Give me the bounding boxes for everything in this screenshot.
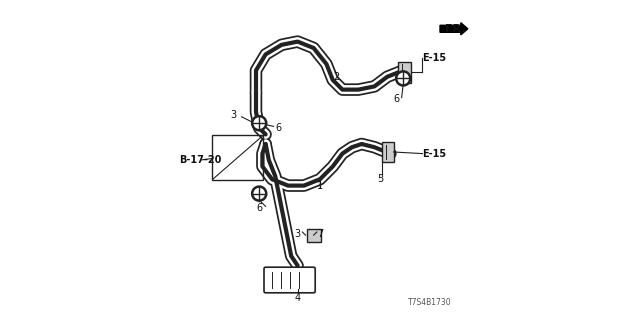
Text: E-15: E-15 bbox=[422, 52, 447, 63]
Text: 6: 6 bbox=[394, 94, 400, 104]
Text: 1: 1 bbox=[317, 180, 323, 191]
Text: FR.: FR. bbox=[445, 24, 465, 34]
FancyBboxPatch shape bbox=[398, 62, 412, 83]
Text: 6: 6 bbox=[256, 203, 262, 213]
Text: B-17-20: B-17-20 bbox=[179, 155, 221, 165]
FancyBboxPatch shape bbox=[381, 142, 394, 162]
Text: 3: 3 bbox=[294, 228, 301, 239]
Text: 3: 3 bbox=[230, 110, 237, 120]
Text: 7: 7 bbox=[317, 228, 323, 239]
Circle shape bbox=[252, 116, 266, 130]
Text: 2: 2 bbox=[333, 72, 339, 82]
FancyBboxPatch shape bbox=[307, 229, 321, 242]
Text: T7S4B1730: T7S4B1730 bbox=[408, 298, 451, 307]
Text: 5: 5 bbox=[378, 174, 384, 184]
Circle shape bbox=[396, 71, 410, 85]
Text: E-15: E-15 bbox=[422, 148, 447, 159]
FancyArrow shape bbox=[440, 23, 468, 35]
Text: 4: 4 bbox=[294, 292, 301, 303]
Text: 6: 6 bbox=[275, 123, 282, 133]
FancyBboxPatch shape bbox=[264, 267, 315, 293]
Circle shape bbox=[252, 187, 266, 201]
